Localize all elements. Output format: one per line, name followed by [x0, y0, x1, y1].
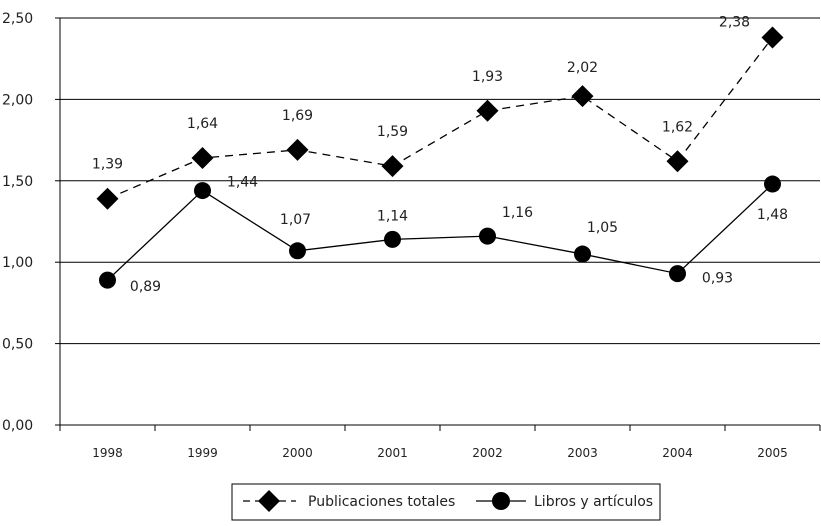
x-tick-label: 2003 — [567, 446, 598, 460]
data-point-diamond — [476, 99, 499, 122]
data-label: 0,93 — [702, 271, 733, 287]
y-tick-label: 1,00 — [2, 255, 33, 271]
data-point-diamond — [571, 85, 594, 108]
data-point-circle — [574, 245, 591, 263]
x-tick-label: 2001 — [377, 446, 408, 460]
data-point-circle — [764, 175, 781, 193]
x-tick-label: 1998 — [92, 446, 123, 460]
data-point-circle — [669, 265, 686, 283]
series-line-libros — [107, 183, 773, 281]
data-label: 1,59 — [377, 124, 408, 140]
x-tick-label: 2005 — [757, 446, 788, 460]
x-tick-label: 2000 — [282, 446, 313, 460]
y-tick-label: 2,00 — [2, 92, 33, 108]
grid-layer — [60, 17, 820, 345]
legend: Publicaciones totales Libros y artículos — [231, 483, 661, 521]
data-point-circle — [194, 182, 211, 200]
data-label: 1,44 — [227, 175, 258, 191]
data-point-circle — [99, 271, 116, 289]
legend-label-publicaciones: Publicaciones totales — [308, 494, 455, 510]
data-label: 0,89 — [130, 279, 161, 295]
x-tick-label: 1999 — [187, 446, 218, 460]
x-tick-label: 2002 — [472, 446, 503, 460]
data-label: 1,14 — [377, 208, 408, 224]
y-tick-label: 2,50 — [2, 11, 33, 27]
data-point-circle — [479, 227, 496, 245]
legend-diamond-marker — [258, 490, 280, 512]
data-label: 2,02 — [567, 60, 598, 76]
legend-label-libros: Libros y artículos — [534, 494, 653, 510]
data-label: 1,07 — [280, 212, 311, 228]
series-line-publicaciones — [107, 37, 774, 200]
legend-box — [231, 483, 661, 521]
data-label: 1,64 — [187, 116, 218, 132]
data-point-diamond — [191, 147, 214, 170]
data-label: 1,39 — [92, 157, 123, 173]
legend-circle-marker — [492, 492, 510, 510]
y-tick-label: 1,50 — [2, 174, 33, 190]
data-point-diamond — [96, 187, 119, 210]
data-point-diamond — [666, 150, 689, 173]
data-label: 2,38 — [719, 15, 750, 31]
data-point-circle — [289, 242, 306, 260]
data-point-diamond — [381, 155, 404, 178]
data-point-diamond — [761, 26, 784, 49]
data-label-layer: 1,39 1,64 1,69 1,59 1,93 2,02 1,62 2,38 0,89 1,44… — [92, 15, 788, 296]
data-point-diamond — [286, 138, 309, 161]
data-label: 1,05 — [587, 220, 618, 236]
x-tick-label: 2004 — [662, 446, 693, 460]
data-label: 1,48 — [757, 207, 788, 223]
data-label: 1,69 — [282, 108, 313, 124]
data-label: 1,62 — [662, 119, 693, 135]
data-point-circle — [384, 230, 401, 248]
axis-layer: 0,00 0,50 1,00 1,50 2,00 2,50 1998 1999 2000 2001… — [2, 11, 821, 460]
data-label: 1,16 — [502, 205, 533, 221]
data-label: 1,93 — [472, 69, 503, 85]
y-tick-label: 0,50 — [2, 337, 33, 353]
y-tick-label: 0,00 — [2, 418, 33, 434]
series-layer — [96, 26, 784, 289]
